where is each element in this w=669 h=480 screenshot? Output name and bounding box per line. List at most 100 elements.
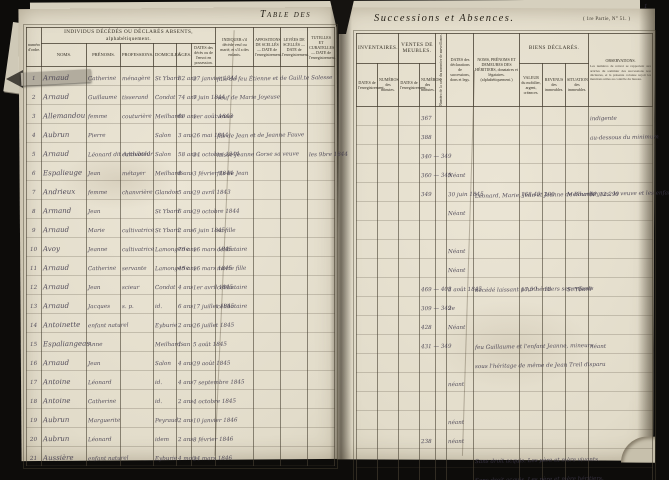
cell-inv-date <box>356 163 378 183</box>
cell-vente-date <box>398 334 421 354</box>
cell-vente-numero <box>419 220 437 240</box>
cell-prenom-value: Jeanne <box>87 246 108 254</box>
cell-situation <box>565 372 590 392</box>
cell-vente-date <box>398 144 421 164</box>
cell-date-deces-value: 4 octobre 1845 <box>192 398 237 406</box>
cell-numero: 17 <box>26 370 42 390</box>
cell-observation-value: N° 12.299 <box>589 191 620 199</box>
cell-nom-value: Aubrun <box>42 130 70 140</box>
cell-tutelle <box>307 275 336 295</box>
cell-indiquer: fils de Jean et de Jeanne Fauve <box>215 123 304 143</box>
cell-numero-value: 5 <box>32 151 36 159</box>
cell-apposition <box>253 294 282 314</box>
cell-observation <box>588 315 654 335</box>
cell-revenus <box>542 220 567 240</box>
cell-nom: Arnaud <box>41 294 87 314</box>
cell-nom-value: Aubrun <box>42 434 70 444</box>
cell-domicile: Lamongerie <box>153 237 189 257</box>
cell-observation <box>588 372 654 392</box>
col-header-case-sommier: Numéro de la case du sommier de surveill… <box>435 33 447 107</box>
cell-inv-numero <box>376 201 400 221</box>
cell-inv-numero <box>376 182 400 202</box>
cell-heritiers: Sans droit acquis. Les père et mère héri… <box>473 467 604 480</box>
cell-heritiers <box>473 125 521 145</box>
cell-declaration: néant <box>446 372 475 392</box>
cell-prenom-value: Léonard <box>87 436 112 444</box>
cell-date-deces: 16 mars 1845 <box>190 237 232 257</box>
cell-tutelle <box>307 237 336 257</box>
cell-nom-value: Aubrun <box>42 415 70 425</box>
cell-domicile: Lamongerie <box>153 256 189 276</box>
table-row: 19 Aubrun Marguerite Peyraud 2 ans 10 janvier… <box>26 408 336 428</box>
cell-situation <box>565 429 590 449</box>
cell-observation <box>588 239 654 259</box>
cell-prenom-value: Léonard <box>87 379 112 387</box>
cell-tutelle <box>307 389 336 409</box>
cell-prenom-value: Jean <box>87 360 101 368</box>
cell-domicile: id. <box>153 370 177 390</box>
cell-numero-value: 20 <box>30 436 38 444</box>
cell-age: 70 ans <box>176 237 197 257</box>
cell-case <box>435 448 448 468</box>
cell-revenus <box>542 391 567 411</box>
cell-prenom: enfant naturel <box>86 446 129 466</box>
cell-heritiers <box>473 258 521 278</box>
cell-declaration-value: Néant <box>447 172 466 180</box>
cell-vente-numero-value: 349 <box>420 191 432 198</box>
cell-valeur <box>519 125 544 145</box>
col-header-ages: ÂGES. <box>176 43 192 67</box>
cell-heritiers-value: Sans droit acquis. Les père et mère héri… <box>474 475 604 480</box>
cell-revenus <box>542 410 567 430</box>
cell-vente-numero <box>419 258 437 278</box>
cell-levee <box>280 104 309 124</box>
cell-vente-numero <box>419 467 437 480</box>
table-row: 16 Arnaud Jean Salon 4 ans 29 août 1845 <box>26 351 336 371</box>
cell-nom-value: Arnaud <box>42 358 70 368</box>
cell-heritiers <box>473 315 521 335</box>
table-row: 9 Arnaud Marie cultivatrice St Ybard 2 ans 6 j… <box>26 218 336 238</box>
cell-vente-numero-value: 431 — 349 <box>420 343 452 351</box>
cell-tutelle <box>307 123 336 143</box>
cell-date-deces: 29 avril 1843 <box>190 180 231 200</box>
cell-domicile-value: Condat <box>154 94 176 102</box>
cell-valeur <box>519 163 544 183</box>
cell-numero: 20 <box>26 427 42 447</box>
cell-valeur-value: 17,50 <box>520 286 538 294</box>
cell-profession-value: cultivateur <box>121 151 153 159</box>
cell-profession: s. p. <box>120 294 154 314</box>
cell-levee <box>280 294 309 314</box>
col-header-inv-dates: DATES de l'enregistrement. <box>356 62 385 107</box>
cell-inv-date <box>356 391 378 411</box>
cell-case <box>435 258 448 278</box>
table-row: 360 — 349 Néant <box>356 163 654 183</box>
cell-domicile-value: Salon <box>154 132 171 140</box>
group-header-ventes: VENTES DE MEUBLES. <box>398 33 437 64</box>
cell-nom-value: Arnaud <box>42 149 70 159</box>
cell-indiquer-value: veuve <box>217 113 234 121</box>
cell-inv-date <box>356 353 378 373</box>
cell-inv-numero <box>376 410 400 430</box>
cell-case <box>435 125 448 145</box>
cell-numero-value: 1 <box>32 75 36 83</box>
cell-observation <box>588 201 654 221</box>
table-row <box>356 220 654 240</box>
cell-numero: 9 <box>26 218 42 238</box>
cell-vente-numero: 388 <box>419 125 437 145</box>
cell-numero: 2 <box>26 85 42 105</box>
cell-heritiers <box>473 220 521 240</box>
cell-nom-value: Espalieuge <box>42 168 83 178</box>
cell-domicile: Salon <box>153 123 177 143</box>
table-row: néant <box>356 372 654 392</box>
cell-declaration: 2 août 1845 <box>446 277 482 297</box>
cell-domicile-value: Eyburie <box>154 322 178 330</box>
col-header-valeur: VALEUR du mobilier, argent, créances. <box>519 62 544 107</box>
cell-revenus-value: 200 <box>543 191 555 198</box>
cell-observation-value: indigente <box>589 115 617 123</box>
cell-numero: 7 <box>26 180 42 200</box>
cell-prenom: Jean <box>86 351 121 371</box>
table-row: 431 — 349 feu Guillaume et l'enfant Jeann… <box>356 334 654 354</box>
cell-declaration <box>446 391 475 411</box>
cell-indiquer: célibataire <box>215 237 255 257</box>
table-row: 11 Arnaud Catherine servante Lamongerie 45 an… <box>26 256 336 276</box>
col-header-professions: PROFESSIONS. <box>120 43 154 67</box>
